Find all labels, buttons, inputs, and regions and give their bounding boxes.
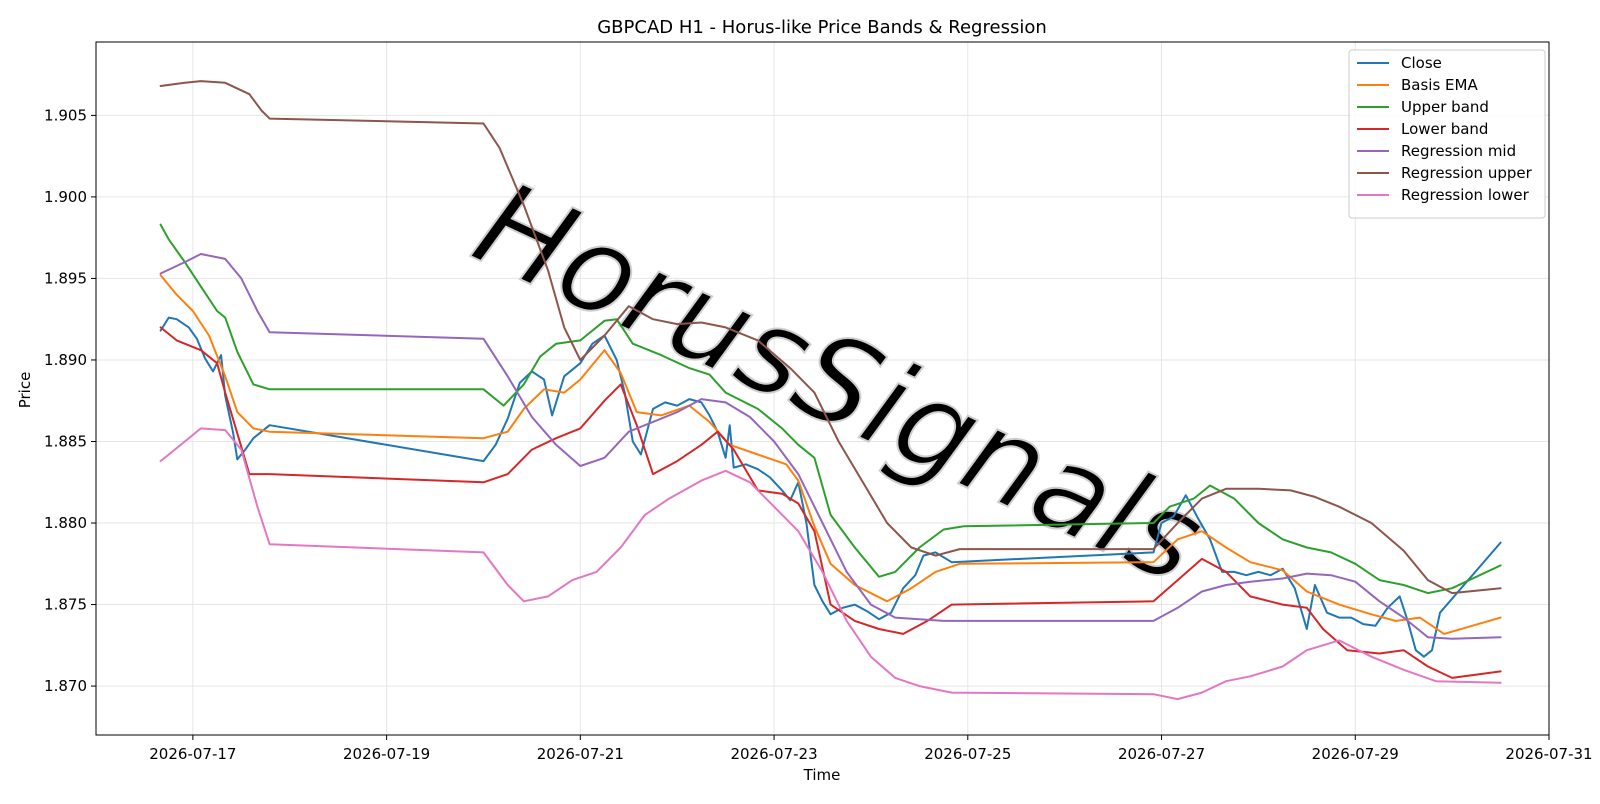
y-tick-label: 1.885 [44, 432, 87, 450]
legend-label: Upper band [1401, 98, 1489, 116]
legend: Close Basis EMA Upper band Lower band Regres… [1348, 49, 1546, 219]
x-tick-label: 2026-07-27 [1118, 745, 1205, 763]
x-axis-label: Time [803, 766, 841, 784]
x-tick-label: 2026-07-19 [343, 745, 430, 763]
x-tick-label: 2026-07-23 [730, 745, 817, 763]
y-tick-label: 1.905 [44, 106, 87, 124]
legend-label: Close [1401, 54, 1442, 72]
y-tick-label: 1.870 [44, 677, 87, 695]
x-tick-label: 2026-07-17 [149, 745, 236, 763]
y-tick-label: 1.880 [44, 514, 87, 532]
y-axis-ticks: 1.870 1.875 1.880 1.885 1.890 1.895 1.900 1.905 [44, 106, 96, 695]
y-axis-label: Price [16, 372, 34, 409]
x-tick-label: 2026-07-29 [1312, 745, 1399, 763]
y-tick-label: 1.895 [44, 269, 87, 287]
legend-box [1348, 49, 1546, 219]
legend-label: Basis EMA [1401, 76, 1478, 94]
x-tick-label: 2026-07-31 [1505, 745, 1592, 763]
legend-label: Regression upper [1401, 164, 1533, 182]
chart-title: GBPCAD H1 - Horus-like Price Bands & Reg… [597, 17, 1047, 38]
series-line-regression-upper [159, 80, 1502, 595]
y-tick-label: 1.875 [44, 596, 87, 614]
series-line-regression-mid [159, 253, 1502, 640]
series-lines [159, 80, 1502, 701]
series-line-upper-band [159, 223, 1502, 595]
series-line-basis-ema [159, 274, 1502, 635]
series-line-regression-lower [159, 427, 1502, 701]
legend-label: Regression lower [1401, 186, 1530, 204]
x-tick-label: 2026-07-25 [924, 745, 1011, 763]
plot-frame [95, 41, 1550, 736]
legend-label: Lower band [1401, 120, 1488, 138]
legend-label: Regression mid [1401, 142, 1516, 160]
x-axis-ticks: 2026-07-17 2026-07-19 2026-07-21 2026-07-23… [149, 735, 1593, 763]
y-tick-label: 1.900 [44, 188, 87, 206]
series-line-lower-band [159, 326, 1502, 679]
x-tick-label: 2026-07-21 [537, 745, 624, 763]
y-tick-label: 1.890 [44, 351, 87, 369]
